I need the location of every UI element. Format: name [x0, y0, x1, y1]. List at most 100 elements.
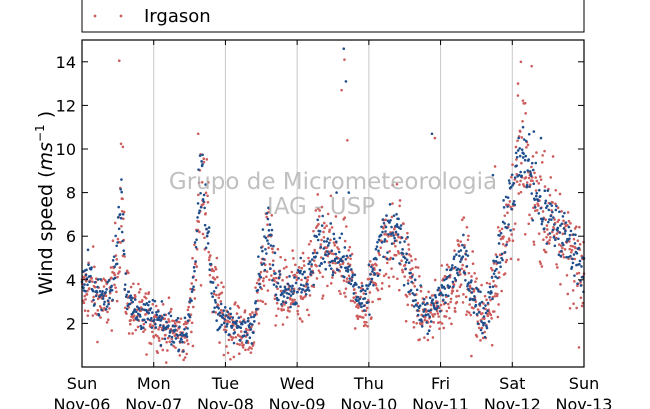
data-point — [224, 314, 228, 317]
data-point — [474, 280, 477, 283]
data-point — [286, 296, 289, 300]
data-point — [453, 306, 457, 310]
data-point — [436, 305, 440, 308]
data-point — [391, 183, 395, 187]
data-point — [233, 331, 237, 334]
data-point — [263, 268, 267, 272]
data-point — [310, 258, 314, 261]
data-point — [308, 294, 312, 297]
data-point — [235, 319, 239, 323]
data-point — [475, 277, 478, 280]
data-point — [540, 265, 544, 268]
data-point — [413, 293, 416, 297]
data-point — [447, 294, 450, 298]
data-point — [459, 240, 463, 243]
data-point — [187, 305, 190, 309]
data-point — [238, 343, 241, 346]
data-point — [277, 276, 281, 280]
data-point — [198, 209, 201, 212]
data-point — [573, 242, 577, 245]
data-point — [467, 234, 470, 238]
data-point — [563, 211, 566, 215]
data-point — [475, 335, 479, 338]
data-point — [395, 182, 399, 186]
data-point — [166, 349, 169, 352]
data-point — [353, 301, 357, 304]
data-point — [174, 328, 177, 332]
data-point — [193, 241, 197, 244]
x-tick-label-day: Fri — [431, 374, 450, 393]
data-point — [256, 299, 260, 302]
data-point — [434, 296, 438, 299]
data-point — [182, 322, 186, 326]
data-point — [430, 294, 434, 297]
data-point — [347, 268, 350, 272]
data-point — [348, 277, 352, 280]
data-point — [122, 249, 126, 252]
data-point — [218, 311, 221, 315]
data-point — [254, 286, 257, 289]
data-point — [302, 296, 305, 299]
data-point — [323, 260, 327, 264]
data-point — [315, 277, 319, 280]
data-point — [346, 262, 350, 265]
data-point — [451, 280, 455, 284]
data-point — [552, 225, 555, 229]
data-point — [440, 322, 444, 325]
data-point — [155, 313, 159, 317]
data-point — [188, 315, 192, 319]
data-point — [453, 249, 456, 252]
data-point — [566, 211, 570, 214]
data-point — [412, 299, 415, 302]
data-point — [496, 261, 500, 265]
data-point — [470, 354, 473, 358]
data-point — [282, 295, 286, 298]
data-point — [243, 309, 247, 312]
data-point — [207, 226, 211, 229]
data-point — [320, 205, 324, 209]
data-point — [221, 313, 225, 317]
data-point — [377, 238, 381, 242]
data-point — [431, 315, 435, 318]
data-point — [539, 262, 543, 266]
data-point — [401, 268, 404, 272]
data-point — [220, 281, 223, 284]
data-point — [265, 270, 269, 273]
data-point — [327, 252, 331, 256]
data-point — [278, 270, 281, 273]
data-point — [577, 246, 581, 250]
data-point — [322, 230, 325, 234]
data-point — [320, 238, 323, 242]
data-point — [390, 267, 393, 270]
data-point — [332, 232, 336, 236]
data-point — [524, 154, 528, 158]
data-point — [386, 251, 389, 254]
data-point — [183, 356, 187, 359]
data-point — [494, 253, 498, 256]
data-point — [532, 240, 536, 244]
data-point — [334, 252, 338, 256]
data-point — [491, 297, 494, 301]
data-point — [185, 335, 189, 338]
data-point — [471, 250, 475, 253]
data-point — [397, 235, 400, 239]
data-point — [198, 154, 202, 157]
data-point — [165, 340, 168, 344]
data-point — [503, 250, 507, 254]
data-point — [316, 238, 320, 242]
data-point — [190, 282, 194, 285]
data-point — [297, 276, 300, 280]
data-point — [178, 340, 182, 343]
data-point — [549, 236, 552, 239]
data-point — [349, 282, 353, 286]
data-point — [519, 179, 522, 183]
data-point — [339, 257, 343, 261]
data-point — [460, 267, 464, 270]
data-point — [201, 153, 204, 157]
data-point — [213, 306, 216, 310]
data-point — [204, 183, 207, 186]
data-point — [377, 249, 380, 253]
data-point — [317, 233, 321, 236]
data-point — [493, 310, 496, 313]
data-point — [338, 236, 342, 240]
